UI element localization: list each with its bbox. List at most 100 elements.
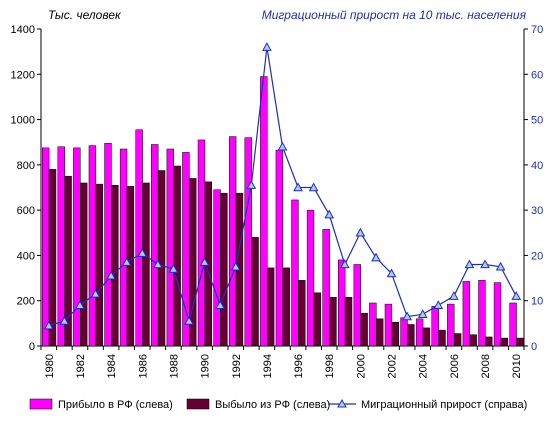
x-tick-label: 2000 xyxy=(355,354,367,378)
bar-departed-1996 xyxy=(298,280,306,347)
right-tick-label: 10 xyxy=(531,296,543,308)
x-tick-label: 1992 xyxy=(231,354,243,378)
bar-departed-2003 xyxy=(407,324,415,347)
bar-departed-1993 xyxy=(251,237,259,347)
bar-arrived-1982 xyxy=(73,147,81,347)
bar-arrived-1991 xyxy=(213,189,221,347)
legend-marker-migration xyxy=(337,398,347,408)
right-tick-label: 40 xyxy=(531,160,543,172)
legend-swatch-arrived xyxy=(29,398,53,410)
migration-point-2005 xyxy=(433,300,444,309)
bar-arrived-1987 xyxy=(151,144,159,347)
bar-departed-1985 xyxy=(126,186,135,347)
bar-arrived-1984 xyxy=(104,143,112,347)
migration-point-2006 xyxy=(449,291,459,300)
x-tick-label: 1982 xyxy=(75,354,87,378)
legend-label-departed: Выбыло из РФ (слева) xyxy=(215,399,330,411)
migration-point-1991 xyxy=(215,300,226,309)
bar-arrived-1980 xyxy=(41,147,50,347)
x-tick-label: 2004 xyxy=(418,354,430,378)
x-tick-label: 1994 xyxy=(262,354,274,378)
bar-arrived-1994 xyxy=(260,76,268,347)
bar-departed-1986 xyxy=(142,182,150,347)
migration-point-2007 xyxy=(464,259,475,269)
x-tick-label: 2008 xyxy=(480,354,492,378)
migration-point-2004 xyxy=(417,309,428,318)
migration-point-1989 xyxy=(184,316,194,325)
migration-point-1998 xyxy=(324,209,335,219)
right-tick-label: 70 xyxy=(531,24,543,36)
x-tick-label: 1988 xyxy=(168,354,180,378)
right-axis-title: Миграционный прирост на 10 тыс. населени… xyxy=(261,8,526,22)
bar-arrived-1981 xyxy=(57,146,65,347)
migration-point-1980 xyxy=(43,320,54,330)
migration-point-1986 xyxy=(137,248,148,257)
bar-arrived-2004 xyxy=(415,318,424,347)
bar-departed-1999 xyxy=(344,297,353,347)
left-tick-label: 600 xyxy=(17,205,35,217)
x-tick-label: 1990 xyxy=(200,354,212,378)
bar-departed-1989 xyxy=(189,178,197,347)
migration-point-1997 xyxy=(308,182,319,192)
right-tick-label: 30 xyxy=(531,205,543,217)
left-tick-label: 0 xyxy=(29,341,35,353)
bar-departed-1984 xyxy=(111,184,119,347)
bar-departed-1991 xyxy=(220,192,228,347)
x-tick-label: 1986 xyxy=(137,354,149,378)
x-tick-label: 2006 xyxy=(449,354,461,378)
left-tick-label: 1200 xyxy=(11,69,35,81)
migration-point-2000 xyxy=(355,227,366,237)
migration-point-1981 xyxy=(59,316,70,325)
legend-label-arrived: Прибыло в РФ (слева) xyxy=(58,399,173,411)
bar-arrived-1993 xyxy=(244,137,252,347)
bar-arrived-1999 xyxy=(338,259,346,347)
migration-point-1987 xyxy=(153,259,163,269)
bar-arrived-1983 xyxy=(88,145,97,347)
migration-point-2009 xyxy=(495,261,506,271)
migration-point-2001 xyxy=(371,252,381,262)
bar-arrived-1995 xyxy=(275,149,284,347)
bar-departed-2010 xyxy=(516,337,524,347)
bar-arrived-2001 xyxy=(369,302,377,347)
migration-point-2010 xyxy=(511,291,522,300)
right-tick-label: 20 xyxy=(531,250,543,262)
bar-arrived-2008 xyxy=(478,280,486,347)
migration-point-1995 xyxy=(277,141,288,151)
bar-departed-1982 xyxy=(80,182,88,347)
bar-departed-1988 xyxy=(173,165,181,347)
bar-departed-1981 xyxy=(64,175,72,347)
bar-arrived-1992 xyxy=(228,136,237,347)
bar-departed-2009 xyxy=(500,337,509,347)
right-tick-label: 60 xyxy=(531,69,543,81)
bar-departed-2005 xyxy=(438,329,446,347)
bar-arrived-2006 xyxy=(447,303,455,347)
bar-departed-2007 xyxy=(469,334,477,347)
left-tick-label: 800 xyxy=(17,160,35,172)
migration-point-2008 xyxy=(480,259,490,269)
x-tick-label: 1980 xyxy=(44,354,56,378)
bar-departed-2008 xyxy=(485,336,493,347)
right-tick-label: 50 xyxy=(531,115,543,127)
x-tick-label: 2010 xyxy=(511,354,523,378)
bar-departed-1994 xyxy=(266,267,275,347)
x-tick-label: 2002 xyxy=(387,354,399,378)
bar-arrived-1996 xyxy=(291,199,299,347)
migration-point-1996 xyxy=(293,182,303,192)
left-tick-label: 1400 xyxy=(11,24,35,36)
bar-arrived-1988 xyxy=(166,148,174,347)
bar-arrived-1986 xyxy=(135,129,143,347)
migration-point-1983 xyxy=(90,288,101,298)
migration-point-1993 xyxy=(246,180,257,189)
bar-departed-2006 xyxy=(453,333,462,347)
migration-point-1990 xyxy=(199,257,210,266)
migration-point-1984 xyxy=(106,270,116,280)
migration-point-1988 xyxy=(168,263,179,273)
bar-departed-2001 xyxy=(376,318,384,347)
bar-arrived-2007 xyxy=(462,281,471,347)
migration-point-1982 xyxy=(75,300,85,309)
migration-point-1999 xyxy=(339,259,350,269)
bar-arrived-2009 xyxy=(493,282,502,347)
bar-arrived-2003 xyxy=(400,317,408,347)
bar-arrived-2010 xyxy=(509,302,517,347)
migration-point-1994 xyxy=(262,42,272,51)
